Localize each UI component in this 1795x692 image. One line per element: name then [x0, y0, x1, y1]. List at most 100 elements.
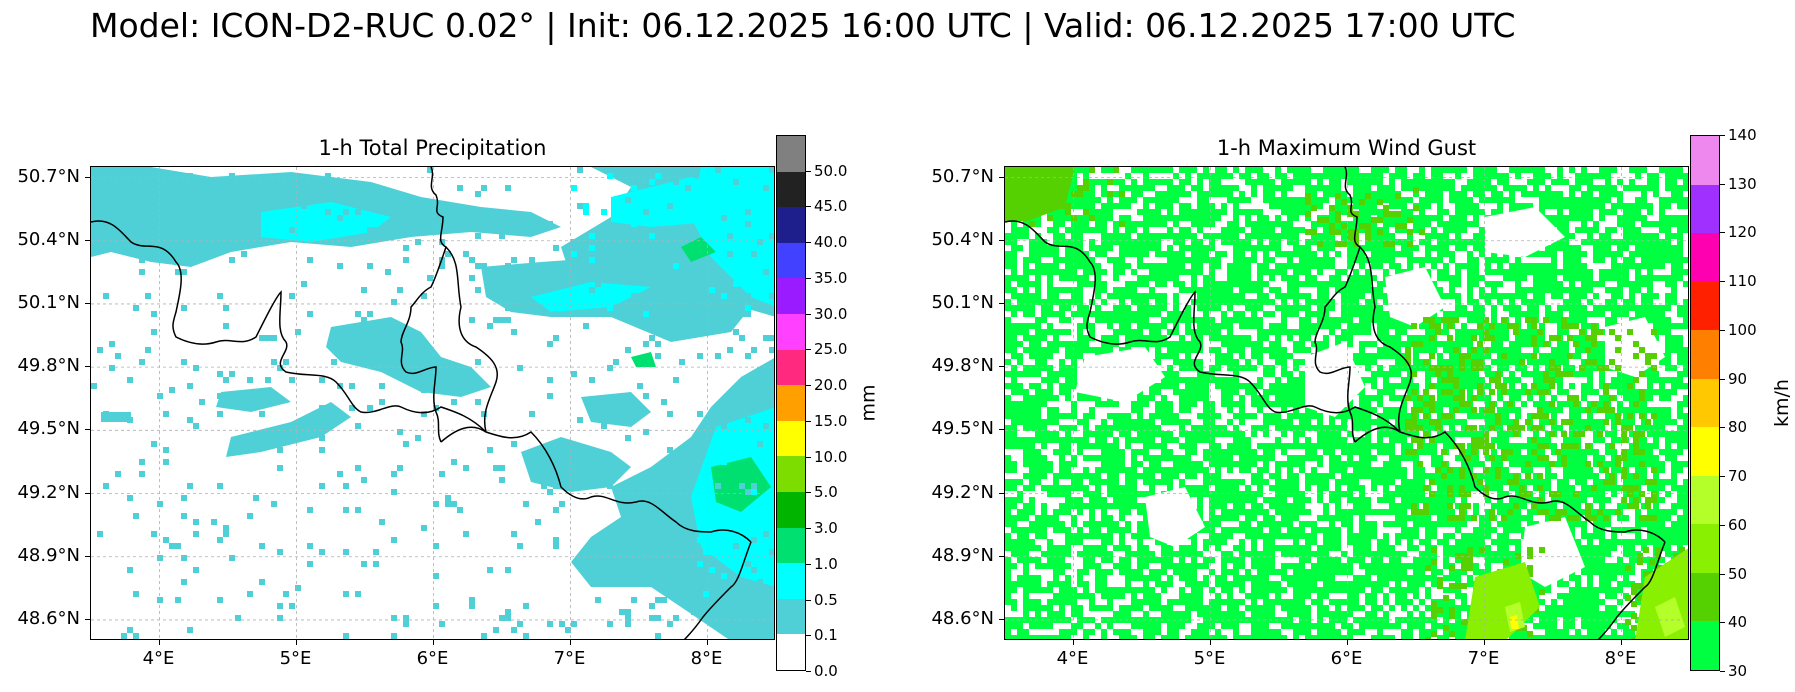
- field-cell: [619, 263, 625, 269]
- field-cell: [1287, 635, 1293, 639]
- field-cell: [1023, 359, 1029, 365]
- field-cell: [1479, 455, 1485, 461]
- field-cell: [1431, 269, 1437, 275]
- field-cell: [1527, 185, 1533, 191]
- field-cell: [547, 341, 553, 347]
- field-cell: [1269, 491, 1275, 497]
- field-cell: [613, 537, 619, 543]
- field-cell: [1257, 599, 1263, 605]
- field-cell: [1671, 491, 1677, 497]
- field-cell: [1461, 281, 1467, 287]
- field-cell: [547, 489, 553, 495]
- field-cell: [1083, 401, 1089, 407]
- field-cell: [1311, 461, 1317, 467]
- field-cell: [1623, 197, 1629, 203]
- field-cell: [1497, 305, 1503, 311]
- colorbar-segment: [777, 420, 805, 457]
- field-cell: [1643, 547, 1649, 553]
- field-cell: [703, 591, 709, 597]
- field-cell: [1011, 629, 1017, 635]
- field-cell: [589, 257, 595, 263]
- field-cell: [541, 221, 547, 227]
- field-cell: [1407, 557, 1413, 563]
- field-cell: [1269, 575, 1275, 581]
- field-cell: [625, 609, 631, 615]
- field-cell: [1459, 449, 1465, 455]
- field-cell: [1287, 347, 1293, 353]
- field-cell: [1549, 491, 1555, 497]
- field-cell: [1431, 631, 1437, 637]
- field-cell: [1407, 509, 1413, 515]
- field-cell: [1443, 197, 1449, 203]
- field-cell: [763, 423, 769, 429]
- field-cell: [1425, 263, 1431, 269]
- field-cell: [1617, 479, 1623, 485]
- field-cell: [1521, 395, 1527, 401]
- field-cell: [1651, 467, 1657, 473]
- field-cell: [1245, 431, 1251, 437]
- field-cell: [1365, 515, 1371, 521]
- field-cell: [1641, 551, 1647, 557]
- field-cell: [1557, 299, 1563, 305]
- field-cell: [1011, 611, 1017, 617]
- field-cell: [1617, 443, 1623, 449]
- field-cell: [1405, 359, 1411, 365]
- field-cell: [1299, 233, 1305, 239]
- field-cell: [1483, 335, 1489, 341]
- field-cell: [1483, 443, 1489, 449]
- field-cell: [1477, 323, 1483, 329]
- field-cell: [1095, 323, 1101, 329]
- field-cell: [1629, 191, 1635, 197]
- field-cell: [1251, 197, 1257, 203]
- field-cell: [1461, 611, 1467, 617]
- field-cell: [1587, 257, 1593, 263]
- field-cell: [1041, 539, 1047, 545]
- field-cell: [1593, 209, 1599, 215]
- field-cell: [1017, 593, 1023, 599]
- field-cell: [1507, 425, 1513, 431]
- field-cell: [1077, 461, 1083, 467]
- field-cell: [1335, 217, 1341, 223]
- field-cell: [1617, 257, 1623, 263]
- field-cell: [1131, 521, 1137, 527]
- field-cell: [1465, 353, 1471, 359]
- field-cell: [1053, 443, 1059, 449]
- field-cell: [1665, 503, 1671, 509]
- field-cell: [1089, 233, 1095, 239]
- field-cell: [1533, 203, 1539, 209]
- field-cell: [745, 561, 751, 567]
- field-cell: [1233, 551, 1239, 557]
- field-cell: [1149, 347, 1155, 353]
- field-cell: [1251, 335, 1257, 341]
- field-cell: [1053, 323, 1059, 329]
- field-cell: [1281, 473, 1287, 479]
- field-cell: [1113, 623, 1119, 629]
- field-cell: [1005, 293, 1011, 299]
- field-cell: [1633, 401, 1639, 407]
- field-cell: [1459, 473, 1465, 479]
- gust-colorbar: [1690, 135, 1720, 671]
- field-cell: [1449, 269, 1455, 275]
- field-cell: [625, 435, 631, 441]
- field-cell: [1059, 395, 1065, 401]
- field-cell: [1257, 257, 1263, 263]
- field-cell: [649, 305, 655, 311]
- field-cell: [1371, 539, 1377, 545]
- field-cell: [1627, 491, 1633, 497]
- field-cell: [1473, 389, 1479, 395]
- field-cell: [1495, 467, 1501, 473]
- field-cell: [655, 615, 661, 621]
- field-cell: [1299, 473, 1305, 479]
- field-cell: [1407, 221, 1413, 227]
- field-cell: [1449, 593, 1455, 599]
- field-cell: [1287, 341, 1293, 347]
- field-cell: [169, 227, 175, 233]
- field-cell: [1209, 311, 1215, 317]
- field-cell: [727, 323, 733, 329]
- field-cell: [511, 329, 517, 335]
- field-cell: [619, 257, 625, 263]
- field-cell: [1059, 479, 1065, 485]
- field-cell: [559, 275, 565, 281]
- field-cell: [1317, 509, 1323, 515]
- field-cell: [1371, 491, 1377, 497]
